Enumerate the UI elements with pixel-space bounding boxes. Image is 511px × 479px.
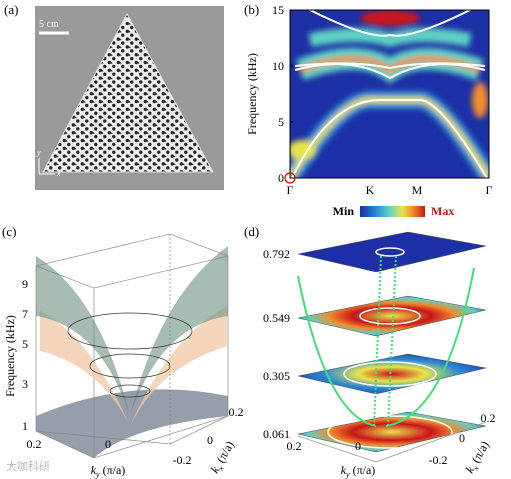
axis-x-label: x <box>56 169 61 178</box>
band-xtick-label: K <box>366 183 375 197</box>
surface-lower <box>36 389 228 458</box>
surface-xtick-label: 0 <box>207 433 213 447</box>
band-ytick-label: 10 <box>272 59 284 73</box>
band-xtick-label: Γ <box>486 183 493 197</box>
colorbar-max-label: Max <box>431 204 454 218</box>
slice-frequency-label: 0.792 <box>263 247 290 261</box>
band-ytick-label: 5 <box>278 115 284 129</box>
slice-ytick-label: 0.2 <box>287 439 302 453</box>
surface-ztick-label: 1 <box>22 419 28 433</box>
slice-contour <box>327 415 453 449</box>
band-ytick-label: 15 <box>272 3 284 17</box>
iso-frequency-slice <box>297 231 487 273</box>
panel-label-d: (d) <box>244 224 260 239</box>
slice-ylabel: ky (π/a) <box>341 463 376 479</box>
slice-xlabel: kx (π/a) <box>462 439 493 477</box>
gamma-point-marker <box>284 172 296 184</box>
sample-photo: 5 cm y x <box>35 6 224 190</box>
slice-stack-chart: 0.792 0.549 0.305 0.061 0.2 0 -0.2 0 0.2 ky (π… <box>263 231 496 479</box>
surface-ytick-label: 0.2 <box>27 437 42 451</box>
surface-ytick-label: 0 <box>105 437 111 451</box>
surface-ylabel: ky (π/a) <box>91 463 126 479</box>
slice-frequency-label: 0.061 <box>263 427 290 441</box>
surface-zlabel: Frequency (kHz) <box>3 315 17 397</box>
panel-label-b: (b) <box>244 2 260 17</box>
panel-label-c: (c) <box>2 224 17 239</box>
slice-frequency-label: 0.305 <box>263 369 290 383</box>
iso-frequency-slice <box>297 295 487 337</box>
slice-xtick-label: 0.2 <box>481 411 496 425</box>
slice-ytick-label: -0.2 <box>429 453 448 467</box>
iso-frequency-slice <box>297 353 487 395</box>
surface-ytick-label: -0.2 <box>173 453 192 467</box>
slice-contour <box>375 247 405 257</box>
panel-label-a: (a) <box>4 2 19 17</box>
surface-ztick-label: 3 <box>22 377 28 391</box>
band-xtick-label: M <box>412 183 423 197</box>
surface-ztick-label: 5 <box>22 337 28 351</box>
surface-ztick-label: 7 <box>22 307 28 321</box>
colorbar <box>360 206 425 217</box>
surface-xtick-label: 0.2 <box>229 405 244 419</box>
slice-xtick-label: 0 <box>459 431 465 445</box>
band-ytick-label: 0 <box>278 171 284 185</box>
slice-frequency-label: 0.549 <box>263 311 290 325</box>
slice-contour <box>359 307 421 325</box>
axis-y-label: y <box>36 148 41 157</box>
band-structure-chart: 0 5 10 15 Γ K M Γ Frequency (kHz) Min Max <box>245 3 493 218</box>
slice-contour <box>343 361 437 387</box>
band-ylabel: Frequency (kHz) <box>245 53 259 135</box>
watermark: 大咖科研 <box>6 460 50 473</box>
band-xtick-label: Γ <box>287 183 294 197</box>
slice-ytick-label: 0 <box>355 439 361 453</box>
colorbar-min-label: Min <box>333 204 355 218</box>
surface-ztick-label: 9 <box>22 277 28 291</box>
scale-bar-label: 5 cm <box>39 19 59 30</box>
surface-upper <box>36 246 228 416</box>
band-surface-chart: 1 3 5 7 9 Frequency (kHz) 0.2 0 -0.2 0 0.2 ky (… <box>3 233 244 479</box>
